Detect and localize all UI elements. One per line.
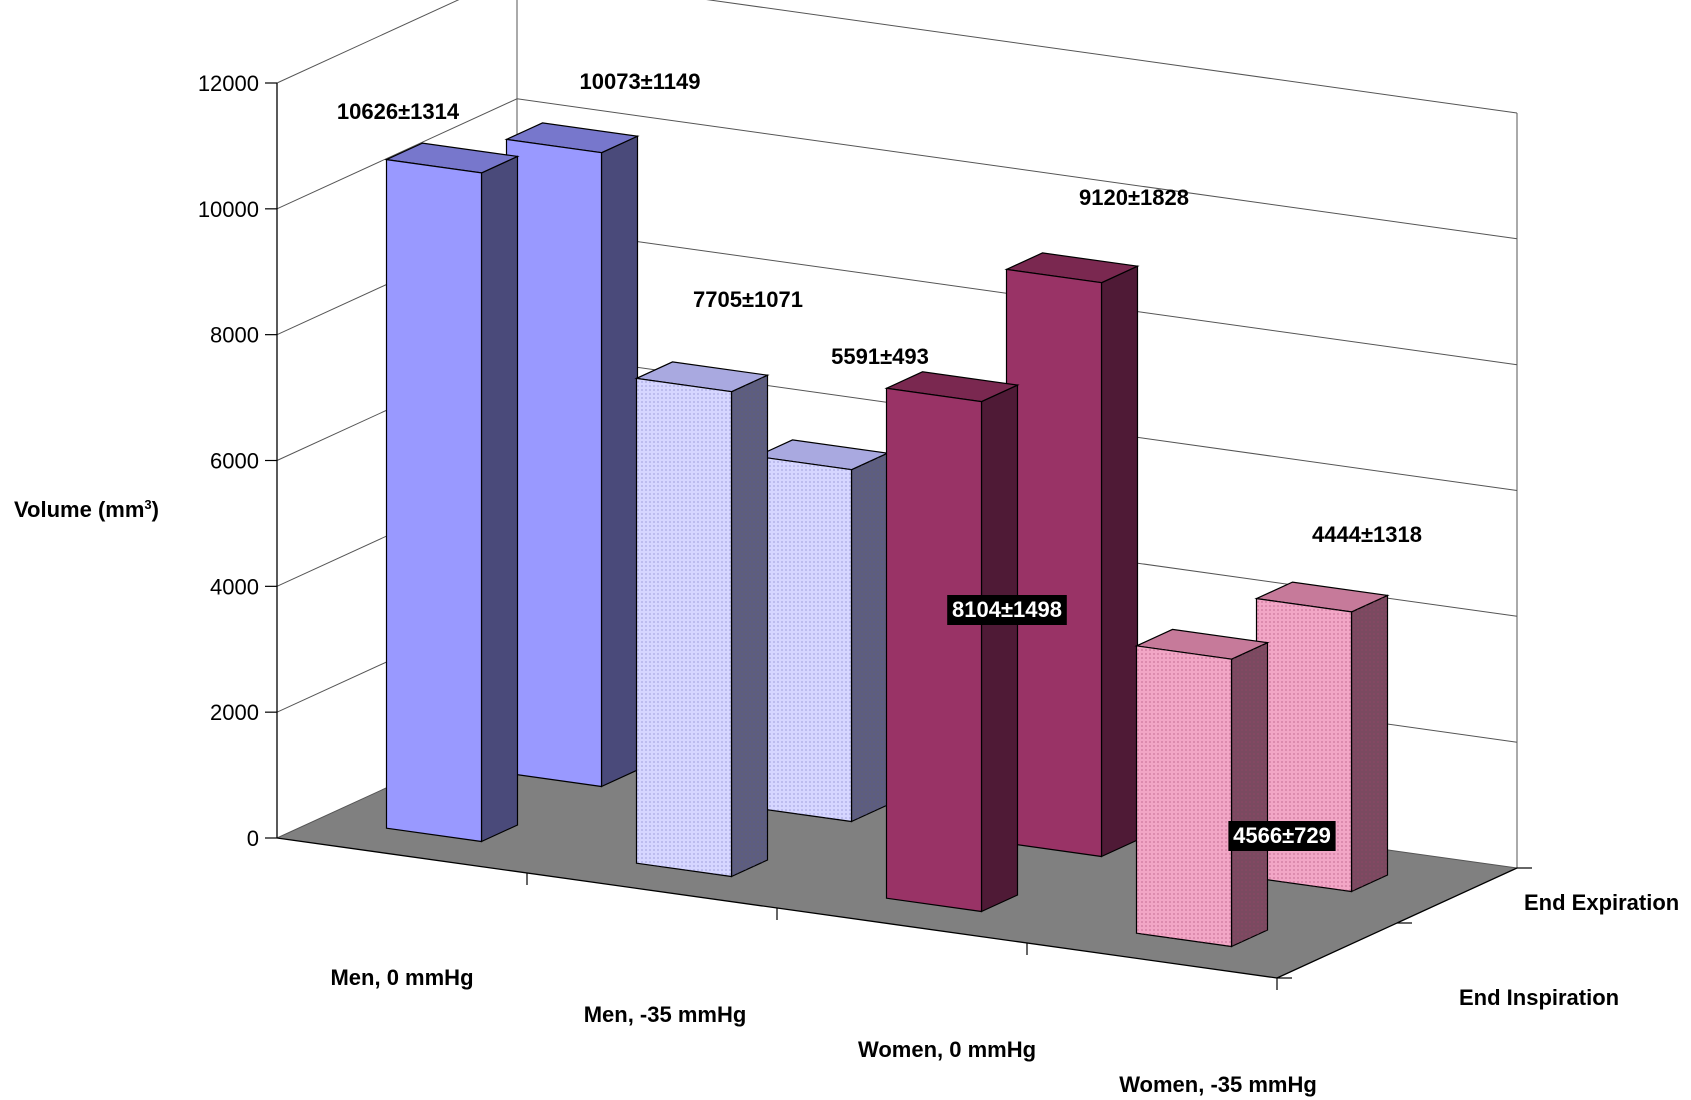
data-label-box [947,595,1067,625]
y-tick-label: 6000 [210,449,259,474]
y-tick-label: 12000 [198,71,259,96]
bar-women_0-expiration [1004,252,1140,858]
bar-front-texture [756,456,852,822]
bar-women_35-inspiration [1134,628,1270,948]
x-category-label: Men, 0 mmHg [330,965,473,990]
data-label: 8104±1498 [952,597,1062,622]
bar-front [505,138,603,788]
bar-front-texture [1136,645,1232,947]
bar-side [600,135,639,788]
y-axis-title: Volume (mm3) [14,497,159,522]
data-label: 10626±1314 [337,99,460,124]
bar-front [885,387,983,913]
data-label: 7705±1071 [693,287,803,312]
bar-side [980,384,1019,913]
y-tick-label: 10000 [198,197,259,222]
data-label: 10073±1149 [580,69,701,94]
bar-side-texture [851,453,888,822]
x-category-label: Men, -35 mmHg [584,1002,747,1027]
x-category-label: Women, 0 mmHg [858,1037,1036,1062]
bar-side-texture [731,375,768,877]
y-tick-label: 2000 [210,700,259,725]
data-label: 5591±493 [831,344,929,369]
bar-men_35-inspiration [634,361,770,878]
y-tick-label: 4000 [210,574,259,599]
bar-side [480,155,519,843]
data-label-box [1228,821,1336,851]
bar-front [1005,268,1103,858]
bar-side-texture [1231,642,1268,947]
series-axis-label: End Inspiration [1459,985,1619,1010]
data-label: 4566±729 [1233,823,1331,848]
data-label: 9120±1828 [1079,185,1189,210]
bar-front [385,158,483,843]
y-tick-label: 0 [247,826,259,851]
bar-front-texture [636,378,732,877]
bar-men_0-inspiration [384,142,520,843]
bar-side-texture [1351,595,1388,892]
bar-women_35-expiration [1254,581,1390,893]
bar-front-texture [1256,598,1352,892]
bar-men_0-expiration [504,122,640,788]
x-category-label: Women, -35 mmHg [1119,1072,1317,1097]
data-label: 4444±1318 [1312,522,1422,547]
bar-men_35-expiration [754,439,890,823]
series-axis-label: End Expiration [1524,890,1679,915]
bar-women_0-inspiration [884,371,1020,913]
gridline [276,0,1518,114]
bar-side [1100,265,1139,858]
y-tick-label: 8000 [210,323,259,348]
gridline [276,98,1518,240]
